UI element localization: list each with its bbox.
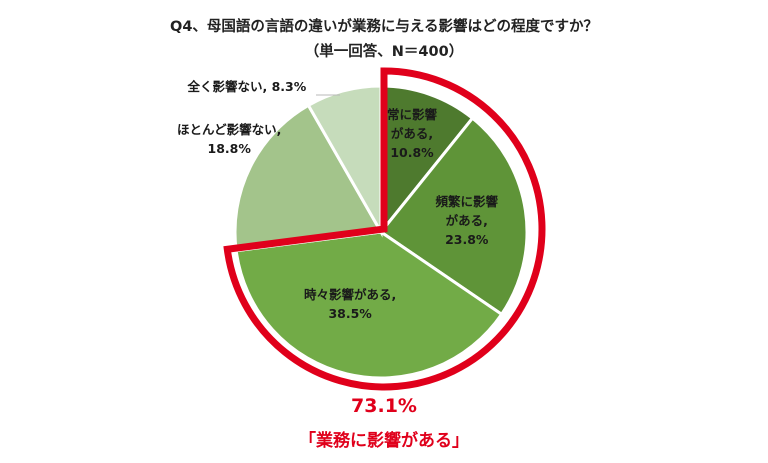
chart-title: Q4、母国語の言語の違いが業務に与える影響はどの程度ですか？ — [170, 19, 598, 35]
slice-label-line: がある, — [445, 213, 488, 228]
pie-slice — [234, 230, 504, 380]
highlight-total: 73.1% — [351, 395, 417, 417]
slice-label: 常に影響がある, 10.8% — [387, 105, 437, 162]
slice-label-line: 時々影響がある, — [304, 287, 397, 302]
slice-label-line: 全く影響ない, 8.3% — [187, 79, 307, 94]
slice-label-line: 常に影響 — [387, 107, 438, 122]
slice-label-line: 38.5% — [328, 306, 372, 321]
chart-subtitle: （単一回答、N＝400） — [304, 44, 464, 60]
slice-label-line: 10.8% — [390, 145, 434, 160]
slice-label-line: ほとんど影響ない, — [177, 122, 282, 137]
slice-label-line: がある, — [390, 126, 434, 141]
slice-label: ほとんど影響ない, 18.8% — [177, 120, 281, 158]
highlight-outline — [223, 67, 546, 391]
slice-label-line: 23.8% — [445, 232, 489, 247]
highlight-caption: 「業務に影響がある」 — [299, 431, 469, 451]
slice-label: 頻繁に影響がある, 23.8% — [436, 192, 499, 249]
slice-label: 全く影響ない, 8.3% — [188, 77, 307, 96]
slice-label-line: 18.8% — [207, 141, 251, 156]
slice-label-line: 頻繁に影響 — [435, 194, 499, 209]
pie-slice — [233, 103, 384, 253]
slice-label: 時々影響がある, 38.5% — [304, 285, 396, 323]
pie-slice — [378, 116, 529, 317]
